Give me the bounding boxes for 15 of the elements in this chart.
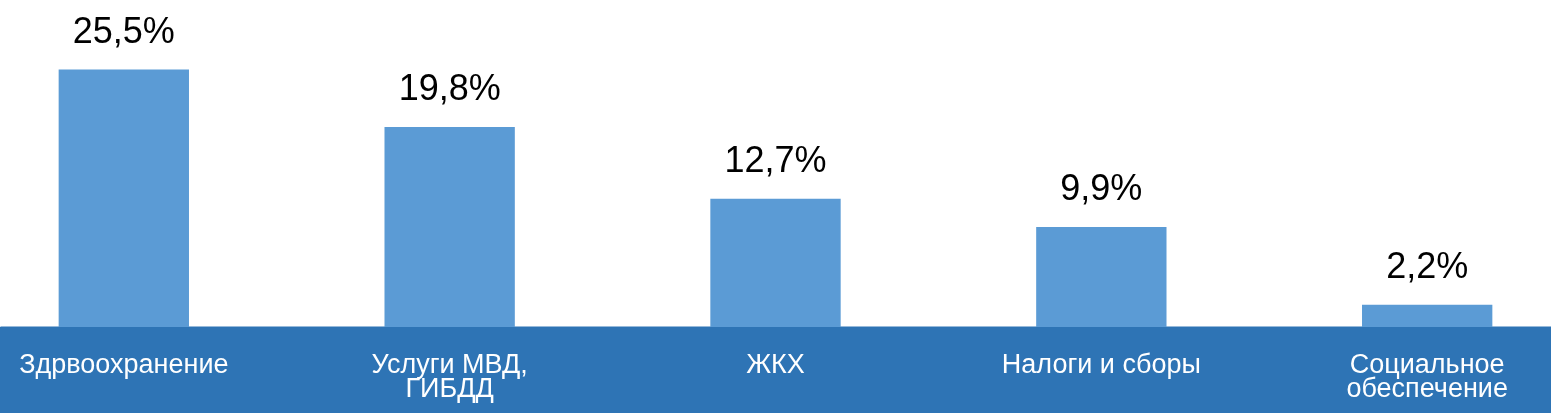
data-label: 25,5% <box>72 9 175 51</box>
data-label: 9,9% <box>1060 167 1143 209</box>
bar <box>58 69 189 327</box>
bar <box>1362 304 1493 327</box>
bar <box>710 198 841 327</box>
data-label: 2,2% <box>1386 244 1469 286</box>
x-tick-label: ЖКХ <box>746 348 805 379</box>
x-tick-label: Здрвоохранение <box>19 348 229 379</box>
data-label: 19,8% <box>398 67 501 109</box>
x-tick-label: Услуги МВД, ГИБДД <box>371 348 528 403</box>
x-tick-label: Социальное обеспечение <box>1346 348 1508 403</box>
data-label: 12,7% <box>724 138 827 180</box>
bar <box>384 127 515 327</box>
x-tick-label: Налоги и сборы <box>1001 348 1201 379</box>
bar <box>1036 227 1167 327</box>
